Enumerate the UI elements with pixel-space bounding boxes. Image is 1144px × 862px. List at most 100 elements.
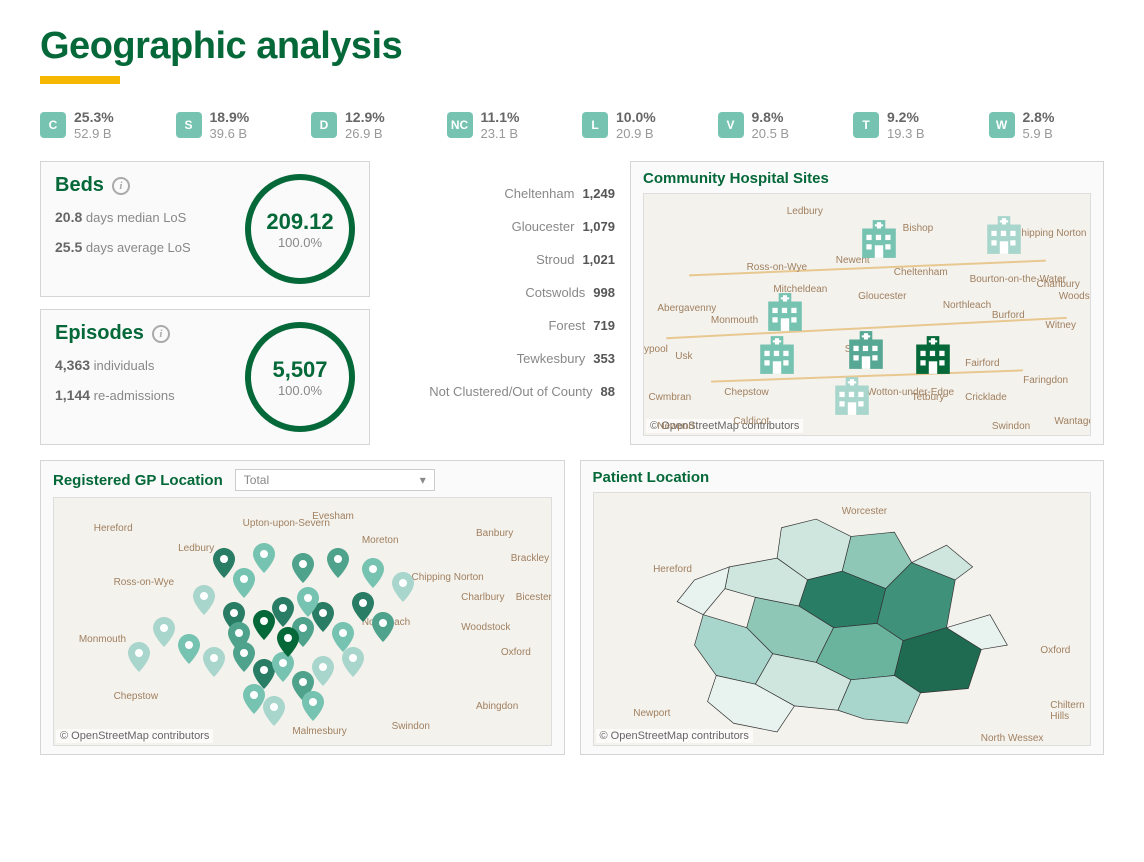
locality-value: 998 [593, 285, 615, 300]
map-place-label: Worcester [842, 506, 887, 517]
hospital-icon[interactable] [858, 218, 900, 260]
map-place-label: Witney [1045, 320, 1076, 331]
map-place-label: ypool [644, 344, 668, 355]
locality-row[interactable]: Stroud 1,021 [385, 252, 615, 267]
patient-map[interactable]: © OpenStreetMap contributors Worcester He… [593, 492, 1092, 746]
hospital-icon[interactable] [912, 334, 954, 376]
locality-row[interactable]: Cotswolds 998 [385, 285, 615, 300]
beds-card: Beds i 20.8 days median LoS 25.5 days av… [40, 161, 370, 297]
hospital-icon[interactable] [845, 329, 887, 371]
stat-item[interactable]: S 18.9% 39.6 B [176, 109, 292, 141]
info-icon[interactable]: i [152, 325, 170, 343]
stat-val: 39.6 B [210, 126, 250, 142]
episodes-card: Episodes i 4,363 individuals 1,144 re-ad… [40, 309, 370, 445]
locality-row[interactable]: Forest 719 [385, 318, 615, 333]
map-pin[interactable] [292, 553, 314, 583]
patient-map-card: Patient Location © OpenStreetMap contrib… [580, 460, 1105, 755]
map-pin[interactable] [263, 696, 285, 726]
map-pin[interactable] [392, 572, 414, 602]
map-pin[interactable] [153, 617, 175, 647]
map-pin[interactable] [272, 597, 294, 627]
locality-value: 1,021 [582, 252, 615, 267]
stat-chip: D [311, 112, 337, 138]
hospital-icon[interactable] [831, 375, 873, 417]
locality-value: 353 [593, 351, 615, 366]
gp-map[interactable]: © OpenStreetMap contributors HerefordLed… [53, 497, 552, 746]
map-pin[interactable] [178, 634, 200, 664]
map-place-label: Hereford [653, 564, 692, 575]
map-pin[interactable] [277, 627, 299, 657]
stat-val: 19.3 B [887, 126, 925, 142]
community-map-card: Community Hospital Sites © OpenStreetMap… [630, 161, 1104, 445]
map-place-label: Banbury [476, 528, 513, 539]
community-map[interactable]: © OpenStreetMap contributors LedburyNewe… [643, 193, 1091, 436]
locality-row[interactable]: Cheltenham 1,249 [385, 186, 615, 201]
map-place-label: Charlbury [461, 592, 504, 603]
map-place-label: Abergavenny [657, 303, 716, 314]
stat-item[interactable]: T 9.2% 19.3 B [853, 109, 969, 141]
community-map-title: Community Hospital Sites [643, 170, 1091, 187]
chevron-down-icon: ▾ [420, 473, 426, 487]
map-place-label: Chepstow [114, 691, 158, 702]
locality-label: Cotswolds [525, 285, 585, 300]
map-place-label: Monmouth [79, 634, 126, 645]
map-place-label: Wantage [1054, 416, 1091, 427]
title-underline [40, 76, 120, 84]
map-place-label: Woodstock [1059, 291, 1091, 302]
locality-row[interactable]: Not Clustered/Out of County 88 [385, 384, 615, 399]
map-pin[interactable] [297, 587, 319, 617]
map-pin[interactable] [243, 684, 265, 714]
episodes-gauge: 5,507 100.0% [245, 322, 355, 432]
stat-val: 20.9 B [616, 126, 656, 142]
map-pin[interactable] [372, 612, 394, 642]
map-pin[interactable] [253, 543, 275, 573]
locality-label: Tewkesbury [517, 351, 586, 366]
locality-row[interactable]: Gloucester 1,079 [385, 219, 615, 234]
stat-chip: NC [447, 112, 473, 138]
map-pin[interactable] [312, 656, 334, 686]
map-pin[interactable] [213, 548, 235, 578]
hospital-icon[interactable] [764, 291, 806, 333]
locality-label: Gloucester [512, 219, 575, 234]
map-attribution: © OpenStreetMap contributors [596, 729, 753, 743]
map-pin[interactable] [193, 585, 215, 615]
map-place-label: Ledbury [178, 543, 214, 554]
map-pin[interactable] [327, 548, 349, 578]
stat-pct: 12.9% [345, 109, 385, 126]
stat-item[interactable]: L 10.0% 20.9 B [582, 109, 698, 141]
locality-label: Forest [548, 318, 585, 333]
map-pin[interactable] [302, 691, 324, 721]
locality-row[interactable]: Tewkesbury 353 [385, 351, 615, 366]
map-pin[interactable] [342, 647, 364, 677]
stat-item[interactable]: V 9.8% 20.5 B [718, 109, 834, 141]
map-pin[interactable] [253, 610, 275, 640]
info-icon[interactable]: i [112, 177, 130, 195]
stat-pct: 11.1% [481, 109, 520, 126]
hospital-icon[interactable] [756, 334, 798, 376]
map-pin[interactable] [228, 622, 250, 652]
stat-item[interactable]: C 25.3% 52.9 B [40, 109, 156, 141]
page-title: Geographic analysis [40, 25, 1104, 68]
stat-item[interactable]: W 2.8% 5.9 B [989, 109, 1105, 141]
map-place-label: Charlbury [1036, 279, 1079, 290]
stat-item[interactable]: D 12.9% 26.9 B [311, 109, 427, 141]
map-pin[interactable] [233, 568, 255, 598]
beds-median: 20.8 days median LoS [55, 209, 230, 225]
map-place-label: Swindon [392, 721, 430, 732]
hospital-icon[interactable] [983, 214, 1025, 256]
gp-dropdown[interactable]: Total ▾ [235, 469, 435, 491]
stat-item[interactable]: NC 11.1% 23.1 B [447, 109, 563, 141]
map-pin[interactable] [352, 592, 374, 622]
map-place-label: Usk [675, 351, 692, 362]
map-place-label: Bicester [516, 592, 552, 603]
map-pin[interactable] [203, 647, 225, 677]
locality-bars: Cheltenham 1,249 Gloucester 1,079 Stroud 1… [385, 161, 615, 445]
beds-title: Beds [55, 174, 104, 197]
map-place-label: Cheltenham [894, 267, 948, 278]
map-place-label: Brackley [511, 553, 549, 564]
locality-label: Stroud [536, 252, 574, 267]
stats-strip: C 25.3% 52.9 B S 18.9% 39.6 B D 12.9% 26.9… [40, 109, 1104, 141]
map-pin[interactable] [128, 642, 150, 672]
map-pin[interactable] [362, 558, 384, 588]
stat-val: 23.1 B [481, 126, 520, 142]
